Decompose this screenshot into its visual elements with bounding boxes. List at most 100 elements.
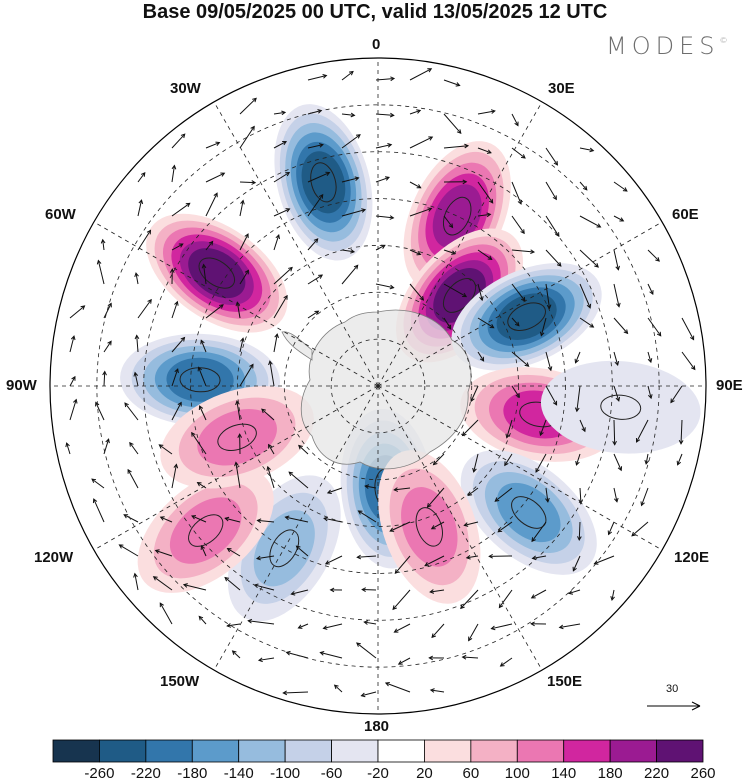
wind-arrow	[69, 336, 75, 353]
wind-arrow	[327, 487, 343, 494]
wind-arrow	[267, 466, 275, 489]
wind-arrow-head	[107, 302, 112, 308]
wind-arrow	[375, 113, 394, 116]
wind-arrow	[460, 589, 479, 609]
wind-arrow	[433, 453, 445, 466]
wind-arrow	[97, 260, 105, 285]
wind-arrow	[257, 519, 275, 523]
wind-arrow-head	[486, 149, 492, 154]
wind-arrow-head	[333, 684, 339, 690]
wind-arrow-head	[224, 576, 230, 582]
wind-arrow	[324, 517, 343, 523]
wind-arrow	[191, 515, 207, 523]
wind-arrow-head	[268, 443, 273, 449]
wind-arrow-head	[355, 134, 361, 139]
wind-arrow-head	[134, 272, 139, 278]
wind-arrow	[171, 464, 177, 489]
meridian-line	[93, 385, 379, 551]
meridian-line	[213, 385, 379, 671]
wind-arrow-head	[364, 484, 370, 489]
wind-arrow	[239, 364, 254, 387]
wind-arrow	[681, 351, 696, 370]
wind-arrow	[443, 317, 452, 330]
wind-arrow-head	[384, 176, 390, 181]
wind-arrow	[191, 432, 207, 455]
colorbar	[52, 739, 704, 763]
wind-arrow	[159, 444, 173, 455]
lon-label-150w: 150W	[160, 673, 200, 690]
wind-arrow-head	[479, 356, 485, 362]
wind-arrow-head	[610, 596, 615, 602]
wind-arrow	[356, 642, 377, 659]
wind-arrow-head	[555, 232, 560, 238]
wind-arrow-head	[416, 184, 422, 189]
contour-line	[198, 257, 236, 289]
wind-arrow-head	[288, 471, 294, 477]
wind-arrow	[261, 408, 275, 421]
wind-arrow-head	[240, 337, 245, 343]
colorbar-tick: -260	[84, 765, 115, 782]
wind-arrow	[681, 317, 695, 340]
vector-scale-label: 30	[666, 683, 679, 695]
wind-arrow	[239, 233, 249, 251]
wind-arrow-head	[429, 589, 435, 594]
colorbar-tick: -60	[320, 765, 343, 782]
wind-arrow	[394, 623, 411, 633]
wind-arrow-head	[146, 229, 152, 235]
wind-arrow-head	[244, 233, 249, 239]
wind-arrow	[341, 113, 355, 116]
colorbar-tick: 140	[551, 765, 577, 782]
wind-arrow-head	[198, 405, 204, 411]
wind-arrow-head	[622, 187, 628, 192]
wind-arrow	[545, 385, 558, 406]
wind-arrow	[670, 385, 683, 403]
wind-arrow	[498, 589, 513, 608]
colorbar-cell	[609, 739, 657, 763]
wind-arrow	[424, 555, 445, 567]
wind-arrow-head	[247, 618, 253, 624]
colorbar-cell	[331, 739, 379, 763]
wind-arrow	[545, 351, 552, 371]
wind-arrow-head	[623, 329, 629, 335]
wind-arrow-head	[490, 109, 496, 114]
wind-arrow-head	[690, 365, 696, 371]
latitude-circle	[237, 245, 519, 527]
colorbar-cell	[145, 739, 193, 763]
wind-arrow-head	[539, 431, 544, 437]
wind-arrow-head	[553, 160, 559, 166]
wind-arrow-head	[173, 463, 179, 469]
wind-arrow	[392, 589, 411, 610]
anomaly-contour	[188, 248, 246, 299]
wind-arrow	[494, 487, 513, 502]
wind-arrow-head	[244, 269, 249, 275]
wind-arrow-head	[255, 555, 261, 561]
wind-arrow-head	[574, 358, 579, 364]
wind-arrow-head	[497, 527, 503, 533]
wind-arrow	[539, 419, 547, 436]
wind-arrow	[239, 338, 244, 353]
vector-scale-arrow	[647, 701, 701, 711]
wind-arrow-head	[465, 554, 471, 560]
colorbar-cell	[470, 739, 518, 763]
wind-arrow-head	[448, 223, 454, 229]
wind-arrow-head	[324, 560, 330, 565]
wind-arrow	[443, 145, 469, 149]
wind-arrow-head	[487, 255, 493, 261]
wind-arrow-head	[118, 544, 124, 549]
wind-arrow	[273, 295, 288, 319]
wind-arrow	[443, 113, 462, 134]
wind-arrow	[611, 589, 615, 601]
wind-arrow-head	[356, 554, 362, 560]
wind-arrow	[93, 498, 105, 523]
wind-arrow	[227, 623, 241, 627]
wind-arrow	[198, 367, 207, 387]
wind-arrow-head	[389, 284, 395, 290]
wind-arrow	[511, 317, 520, 327]
wind-arrow	[307, 274, 323, 285]
wind-arrow	[103, 303, 112, 319]
wind-arrow-head	[619, 217, 625, 222]
wind-arrow-head	[224, 516, 230, 522]
wind-arrow	[443, 79, 460, 86]
wind-arrow	[473, 453, 479, 472]
wind-arrow-head	[91, 478, 97, 483]
